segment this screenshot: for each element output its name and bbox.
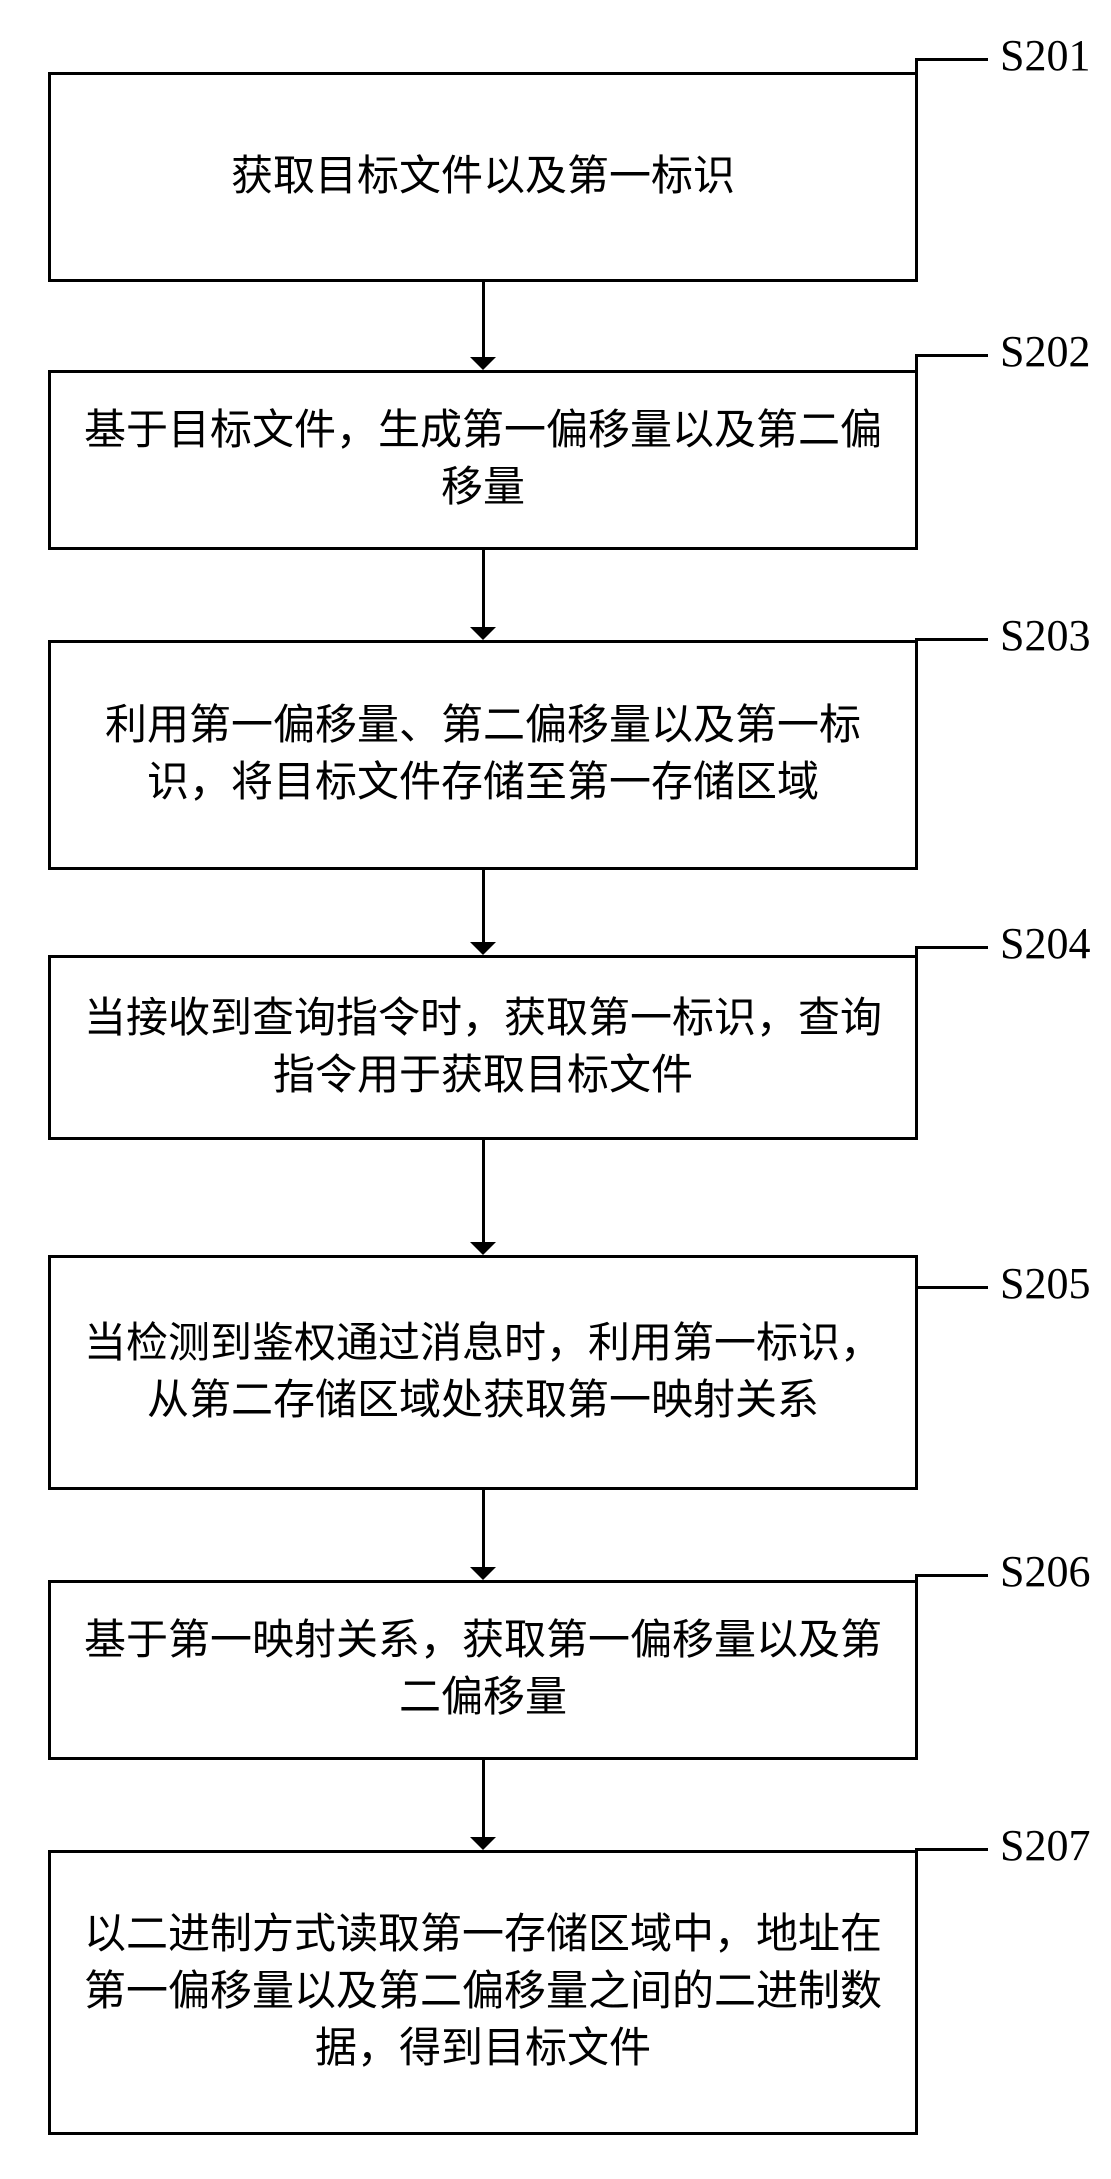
arrow-line — [482, 1490, 485, 1567]
flowchart-canvas: 获取目标文件以及第一标识 S201 基于目标文件，生成第一偏移量以及第二偏移量 S20… — [0, 0, 1111, 2179]
callout-line — [918, 1286, 988, 1289]
arrow-line — [482, 550, 485, 627]
callout-line — [915, 638, 918, 680]
flow-node-S205: 当检测到鉴权通过消息时，利用第一标识，从第二存储区域处获取第一映射关系 — [48, 1255, 918, 1490]
flow-node-S203: 利用第一偏移量、第二偏移量以及第一标识，将目标文件存储至第一存储区域 — [48, 640, 918, 870]
arrow-head-icon — [470, 357, 496, 370]
flow-node-text: 基于目标文件，生成第一偏移量以及第二偏移量 — [81, 403, 885, 516]
callout-line — [915, 946, 918, 1000]
callout-line — [918, 354, 988, 357]
callout-line — [918, 638, 988, 641]
arrow-line — [482, 1760, 485, 1837]
callout-line — [915, 354, 918, 418]
callout-line — [915, 58, 918, 120]
flow-node-text: 当接收到查询指令时，获取第一标识，查询指令用于获取目标文件 — [81, 991, 885, 1104]
flow-node-S207: 以二进制方式读取第一存储区域中，地址在第一偏移量以及第二偏移量之间的二进制数据，… — [48, 1850, 918, 2135]
step-label-S205: S205 — [1000, 1258, 1090, 1309]
callout-line — [915, 1286, 918, 1330]
step-label-S202: S202 — [1000, 326, 1090, 377]
callout-line — [918, 58, 988, 61]
arrow-line — [482, 282, 485, 357]
step-label-S204: S204 — [1000, 918, 1090, 969]
callout-line — [915, 1574, 918, 1625]
arrow-head-icon — [470, 1567, 496, 1580]
arrow-head-icon — [470, 1242, 496, 1255]
flow-node-S202: 基于目标文件，生成第一偏移量以及第二偏移量 — [48, 370, 918, 550]
step-label-S201: S201 — [1000, 30, 1090, 81]
arrow-line — [482, 870, 485, 942]
callout-line — [918, 1848, 988, 1851]
step-label-S206: S206 — [1000, 1546, 1090, 1597]
callout-line — [918, 1574, 988, 1577]
flow-node-S206: 基于第一映射关系，获取第一偏移量以及第二偏移量 — [48, 1580, 918, 1760]
callout-line — [915, 1848, 918, 1895]
arrow-head-icon — [470, 1837, 496, 1850]
flow-node-text: 当检测到鉴权通过消息时，利用第一标识，从第二存储区域处获取第一映射关系 — [81, 1316, 885, 1429]
flow-node-text: 基于第一映射关系，获取第一偏移量以及第二偏移量 — [81, 1613, 885, 1726]
arrow-head-icon — [470, 942, 496, 955]
flow-node-S201: 获取目标文件以及第一标识 — [48, 72, 918, 282]
arrow-head-icon — [470, 627, 496, 640]
flow-node-text: 利用第一偏移量、第二偏移量以及第一标识，将目标文件存储至第一存储区域 — [81, 698, 885, 811]
flow-node-text: 获取目标文件以及第一标识 — [231, 149, 735, 206]
callout-line — [918, 946, 988, 949]
arrow-line — [482, 1140, 485, 1242]
flow-node-text: 以二进制方式读取第一存储区域中，地址在第一偏移量以及第二偏移量之间的二进制数据，… — [81, 1907, 885, 2077]
step-label-S203: S203 — [1000, 610, 1090, 661]
step-label-S207: S207 — [1000, 1820, 1090, 1871]
flow-node-S204: 当接收到查询指令时，获取第一标识，查询指令用于获取目标文件 — [48, 955, 918, 1140]
